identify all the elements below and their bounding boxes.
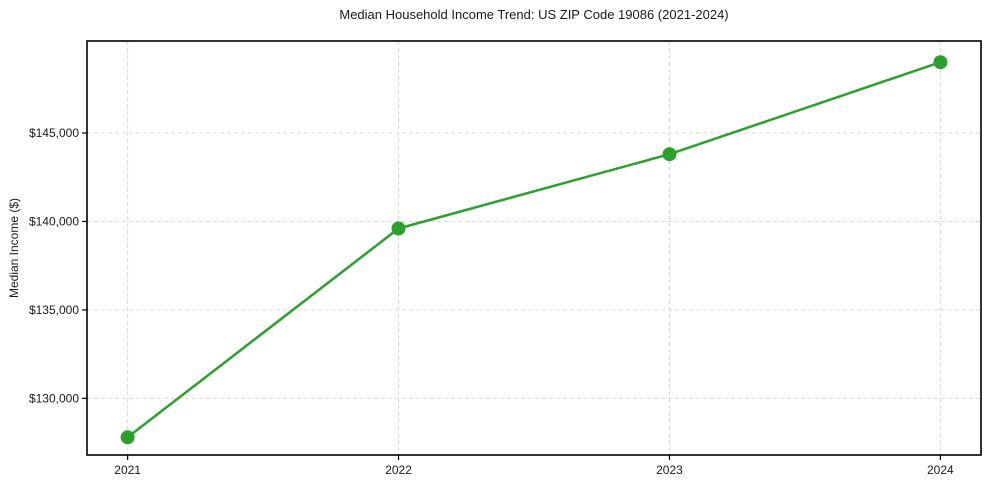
y-tick-label: $145,000 — [29, 126, 79, 140]
data-point-2023 — [662, 147, 677, 162]
x-tick-label: 2022 — [385, 463, 412, 477]
y-tick-label: $140,000 — [29, 214, 79, 228]
plot-border — [86, 40, 982, 456]
x-tick-label: 2023 — [656, 463, 683, 477]
x-tick-label: 2024 — [927, 463, 954, 477]
data-point-2021 — [120, 430, 135, 445]
trend-line — [126, 60, 942, 439]
y-tick-label: $135,000 — [29, 303, 79, 317]
y-tick-label: $130,000 — [29, 391, 79, 405]
chart-title: Median Household Income Trend: US ZIP Co… — [339, 7, 729, 22]
x-tick-label: 2021 — [114, 463, 141, 477]
data-point-2024 — [933, 55, 948, 70]
data-point-2022 — [391, 221, 406, 236]
